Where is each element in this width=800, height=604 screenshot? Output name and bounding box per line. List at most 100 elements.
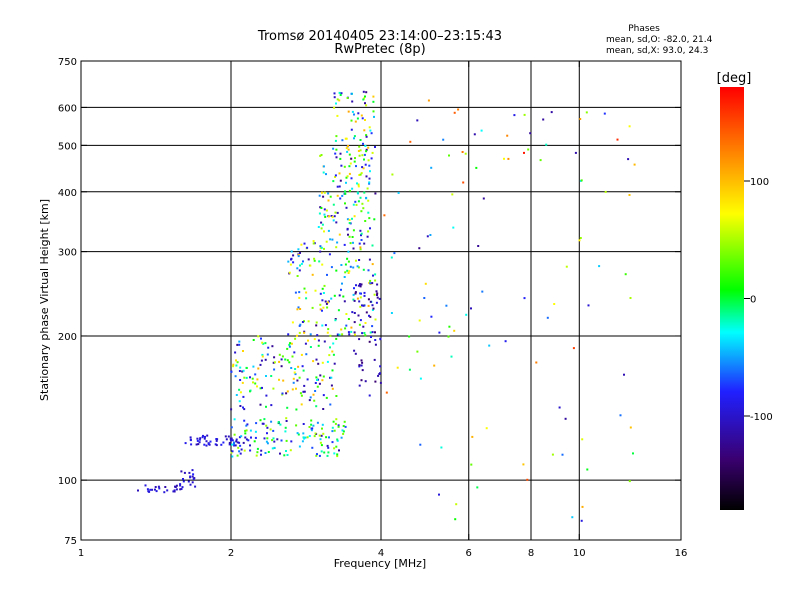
data-point (355, 165, 357, 168)
data-point (249, 389, 252, 392)
data-point (316, 334, 319, 337)
data-point (319, 303, 322, 306)
data-point (314, 432, 317, 435)
data-point (311, 306, 314, 309)
data-point (445, 304, 448, 307)
data-point (504, 340, 507, 343)
data-point (335, 418, 338, 421)
data-point (252, 381, 254, 384)
data-point (418, 247, 421, 250)
colorbar-label: [deg] (717, 71, 752, 86)
data-point (365, 175, 368, 178)
data-point (323, 451, 326, 454)
data-point (347, 272, 350, 274)
data-point (359, 292, 362, 295)
data-point (333, 362, 336, 365)
data-point (353, 349, 356, 352)
data-point (371, 244, 374, 247)
data-point (249, 429, 252, 432)
data-point (189, 483, 192, 486)
x-tick-label: 10 (573, 548, 586, 559)
data-point (182, 478, 184, 480)
data-point (308, 399, 311, 402)
data-point (303, 330, 306, 333)
data-point (523, 113, 526, 116)
data-point (329, 376, 331, 379)
data-point (627, 158, 630, 161)
data-point (290, 367, 293, 369)
data-point (338, 185, 341, 188)
data-point (148, 490, 151, 493)
data-point (348, 165, 351, 168)
data-point (369, 315, 372, 318)
data-points (137, 90, 636, 522)
data-point (303, 331, 306, 334)
data-point (303, 242, 306, 245)
data-point (288, 271, 291, 274)
data-point (318, 194, 321, 197)
data-point (335, 148, 338, 151)
data-point (301, 365, 304, 368)
data-point (427, 99, 430, 102)
data-point (206, 434, 209, 437)
data-point (338, 172, 341, 175)
data-point (331, 238, 334, 241)
data-point (351, 217, 353, 220)
data-point (245, 438, 248, 441)
data-point (347, 331, 350, 334)
data-point (158, 487, 161, 490)
y-tick-label: 200 (58, 332, 77, 343)
data-point (312, 240, 315, 243)
data-point (205, 444, 208, 447)
data-point (238, 343, 241, 346)
data-point (353, 135, 356, 138)
data-point (263, 418, 266, 421)
data-point (198, 441, 201, 444)
data-point (340, 92, 343, 95)
data-point (453, 111, 456, 114)
data-point (363, 291, 366, 294)
data-point (271, 439, 274, 442)
data-point (225, 438, 228, 441)
data-point (318, 434, 321, 437)
data-point (365, 135, 368, 138)
data-point (551, 453, 554, 456)
data-point (271, 345, 274, 348)
data-point (280, 365, 283, 368)
data-point (251, 377, 254, 380)
data-point (523, 297, 526, 300)
data-point (254, 436, 257, 439)
data-point (272, 387, 275, 390)
data-point (448, 325, 451, 328)
data-point (354, 352, 357, 355)
data-point (408, 368, 411, 371)
data-point (320, 434, 323, 437)
data-point (278, 378, 280, 381)
data-point (244, 432, 247, 435)
data-point (231, 455, 234, 458)
data-point (325, 302, 328, 305)
data-point (462, 181, 465, 184)
data-point (339, 94, 342, 96)
data-point (245, 366, 248, 369)
data-point (333, 452, 336, 455)
data-point (154, 486, 157, 488)
data-point (348, 222, 351, 224)
data-point (358, 259, 361, 261)
data-point (321, 379, 324, 382)
data-point (369, 282, 372, 285)
data-point (286, 454, 289, 456)
data-point (360, 379, 363, 382)
data-point (357, 200, 360, 203)
data-point (351, 311, 354, 314)
data-point (321, 191, 323, 194)
data-point (470, 463, 473, 466)
data-point (334, 211, 337, 214)
axes: 1 2 4 6 8 10 16 75 100 200 300 400 500 600 750 (58, 57, 687, 559)
data-point (265, 424, 268, 427)
data-point (375, 290, 378, 293)
data-point (371, 304, 374, 307)
data-point (191, 475, 194, 478)
data-point (285, 450, 287, 452)
